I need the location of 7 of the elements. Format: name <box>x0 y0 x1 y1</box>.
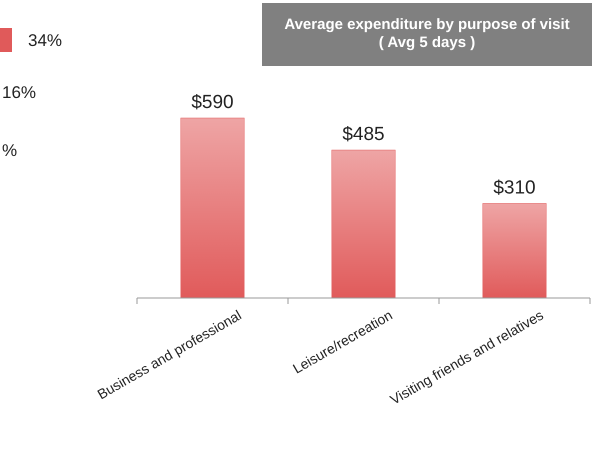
data-label: $590 <box>191 92 234 113</box>
data-label: $310 <box>493 177 536 198</box>
data-label: $485 <box>342 124 385 146</box>
text: 34% <box>28 31 62 50</box>
text: % <box>2 141 18 160</box>
chart-title: Average expenditure by purpose of visit ( Avg 5 days ) <box>284 16 570 51</box>
text: 16% <box>2 83 36 102</box>
